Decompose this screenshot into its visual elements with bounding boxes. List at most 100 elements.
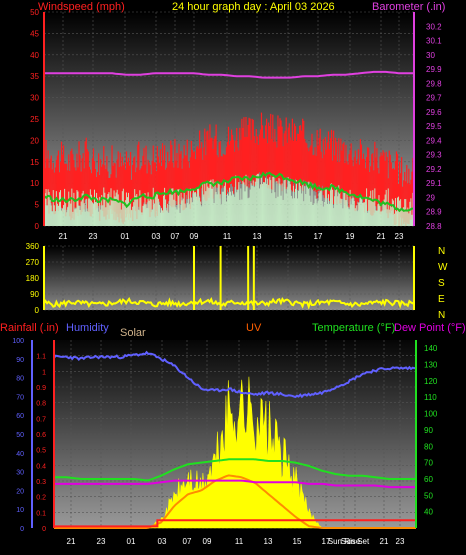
- wind-direction-line: [43, 296, 415, 310]
- wind-x-tick-label: 23: [89, 232, 98, 241]
- barometer-tick-label: 28.9: [426, 208, 442, 217]
- solar-label: Solar: [120, 327, 146, 339]
- climate-x-tick-label: 13: [264, 537, 273, 546]
- direction-tick-label: 270: [26, 258, 40, 267]
- wind-tick-label: 0: [35, 222, 40, 231]
- barometer-tick-label: 30.2: [426, 22, 442, 31]
- temperature-tick-label: 80: [424, 442, 433, 451]
- temperature-label: Temperature (°F): [312, 322, 395, 334]
- temperature-tick-label: 50: [424, 491, 433, 500]
- humidity-tick-label: 30: [16, 470, 24, 477]
- wind-x-tick-label: 11: [223, 232, 232, 241]
- humidity-tick-label: 10: [16, 507, 24, 514]
- chart-title: 24 hour graph day : April 03 2026: [172, 1, 335, 13]
- climate-x-tick-label: Sun Rise: [328, 537, 361, 546]
- rain-tick-label: 0.3: [36, 479, 46, 486]
- direction-tick-label: 180: [26, 274, 40, 283]
- compass-label: S: [438, 278, 445, 289]
- climate-x-tick-label: 23: [97, 537, 106, 546]
- climate-x-tick-label: 09: [203, 537, 212, 546]
- temperature-tick-label: 120: [424, 377, 438, 386]
- climate-x-tick-label: 15: [293, 537, 302, 546]
- wind-axis-label: Windspeed (mph): [38, 1, 125, 13]
- rain-tick-label: 0: [42, 526, 46, 533]
- rain-tick-label: 0.5: [36, 448, 46, 455]
- rain-tick-label: 0.7: [36, 416, 46, 423]
- dew-point-line: [54, 479, 416, 489]
- wind-tick-label: 25: [30, 115, 39, 124]
- wind-x-tick-label: 21: [59, 232, 68, 241]
- barometer-line: [44, 70, 414, 79]
- direction-tick-label: 90: [30, 290, 39, 299]
- barometer-tick-label: 29.8: [426, 79, 442, 88]
- rain-tick-label: 1: [42, 369, 46, 376]
- wind-x-tick-label: 03: [152, 232, 161, 241]
- barometer-tick-label: 29.5: [426, 122, 442, 131]
- wind-tick-label: 10: [30, 179, 39, 188]
- humidity-tick-label: 80: [16, 376, 24, 383]
- wind-tick-label: 35: [30, 72, 39, 81]
- temperature-tick-label: 40: [424, 508, 433, 517]
- wind-tick-label: 30: [30, 94, 39, 103]
- barometer-tick-label: 29.2: [426, 165, 442, 174]
- wind-x-tick-label: 17: [314, 232, 323, 241]
- direction-tick-label: 360: [26, 242, 40, 251]
- wind-mean-line: [43, 171, 415, 213]
- barometer-tick-label: 28.8: [426, 222, 442, 231]
- humidity-tick-label: 100: [12, 338, 24, 345]
- temperature-tick-label: 130: [424, 361, 438, 370]
- temperature-tick-label: 70: [424, 459, 433, 468]
- humidity-tick-label: 90: [16, 357, 24, 364]
- rainfall-label: Rainfall (.in): [0, 322, 59, 334]
- barometer-tick-label: 29.4: [426, 136, 442, 145]
- barometer-tick-label: 29.9: [426, 65, 442, 74]
- compass-label: E: [438, 294, 445, 305]
- temperature-tick-label: 140: [424, 344, 438, 353]
- wind-x-tick-label: 07: [171, 232, 180, 241]
- rain-tick-label: 0.9: [36, 385, 46, 392]
- wind-tick-label: 45: [30, 29, 39, 38]
- humidity-tick-label: 40: [16, 451, 24, 458]
- rain-tick-label: 1.1: [36, 354, 46, 361]
- barometer-tick-label: 29: [426, 193, 435, 202]
- climate-x-tick-label: 21: [380, 537, 389, 546]
- climate-x-tick-label: 07: [183, 537, 192, 546]
- temperature-tick-label: 60: [424, 475, 433, 484]
- wind-tick-label: 50: [30, 8, 39, 17]
- barometer-tick-label: 29.7: [426, 94, 442, 103]
- temperature-tick-label: 110: [424, 393, 437, 402]
- humidity-tick-label: 50: [16, 432, 24, 439]
- rain-tick-label: 0.1: [36, 510, 46, 517]
- wind-tick-label: 40: [30, 51, 39, 60]
- wind-tick-label: 15: [30, 158, 39, 167]
- rain-tick-label: 0.8: [36, 401, 46, 408]
- uv-line: [54, 474, 416, 529]
- compass-label: W: [438, 262, 448, 273]
- rain-tick-label: 0.6: [36, 432, 46, 439]
- dew-point-label: Dew Point (°F): [394, 322, 466, 334]
- barometer-axis-label: Barometer (.in): [372, 1, 445, 13]
- barometer-tick-label: 29.6: [426, 108, 442, 117]
- humidity-tick-label: 0: [20, 526, 24, 533]
- barometer-tick-label: 29.1: [426, 179, 442, 188]
- barometer-tick-label: 30: [426, 51, 435, 60]
- wind-x-tick-label: 13: [253, 232, 262, 241]
- wind-x-tick-label: 09: [190, 232, 199, 241]
- direction-tick-label: 0: [35, 306, 40, 315]
- wind-x-tick-label: 23: [395, 232, 404, 241]
- rain-tick-label: 0.2: [36, 495, 46, 502]
- wind-x-tick-label: 15: [284, 232, 293, 241]
- humidity-label: Humidity: [66, 322, 109, 334]
- wind-x-tick-label: 01: [121, 232, 130, 241]
- temperature-tick-label: 100: [424, 410, 438, 419]
- climate-x-tick-label: 03: [158, 537, 167, 546]
- wind-x-tick-label: 21: [377, 232, 386, 241]
- barometer-tick-label: 30.1: [426, 37, 442, 46]
- climate-x-tick-label: 01: [127, 537, 136, 546]
- rain-tick-label: 0.4: [36, 463, 46, 470]
- humidity-tick-label: 20: [16, 488, 24, 495]
- uv-label: UV: [246, 322, 262, 334]
- climate-x-tick-label: Sun Set: [341, 537, 370, 546]
- temperature-line: [54, 458, 416, 482]
